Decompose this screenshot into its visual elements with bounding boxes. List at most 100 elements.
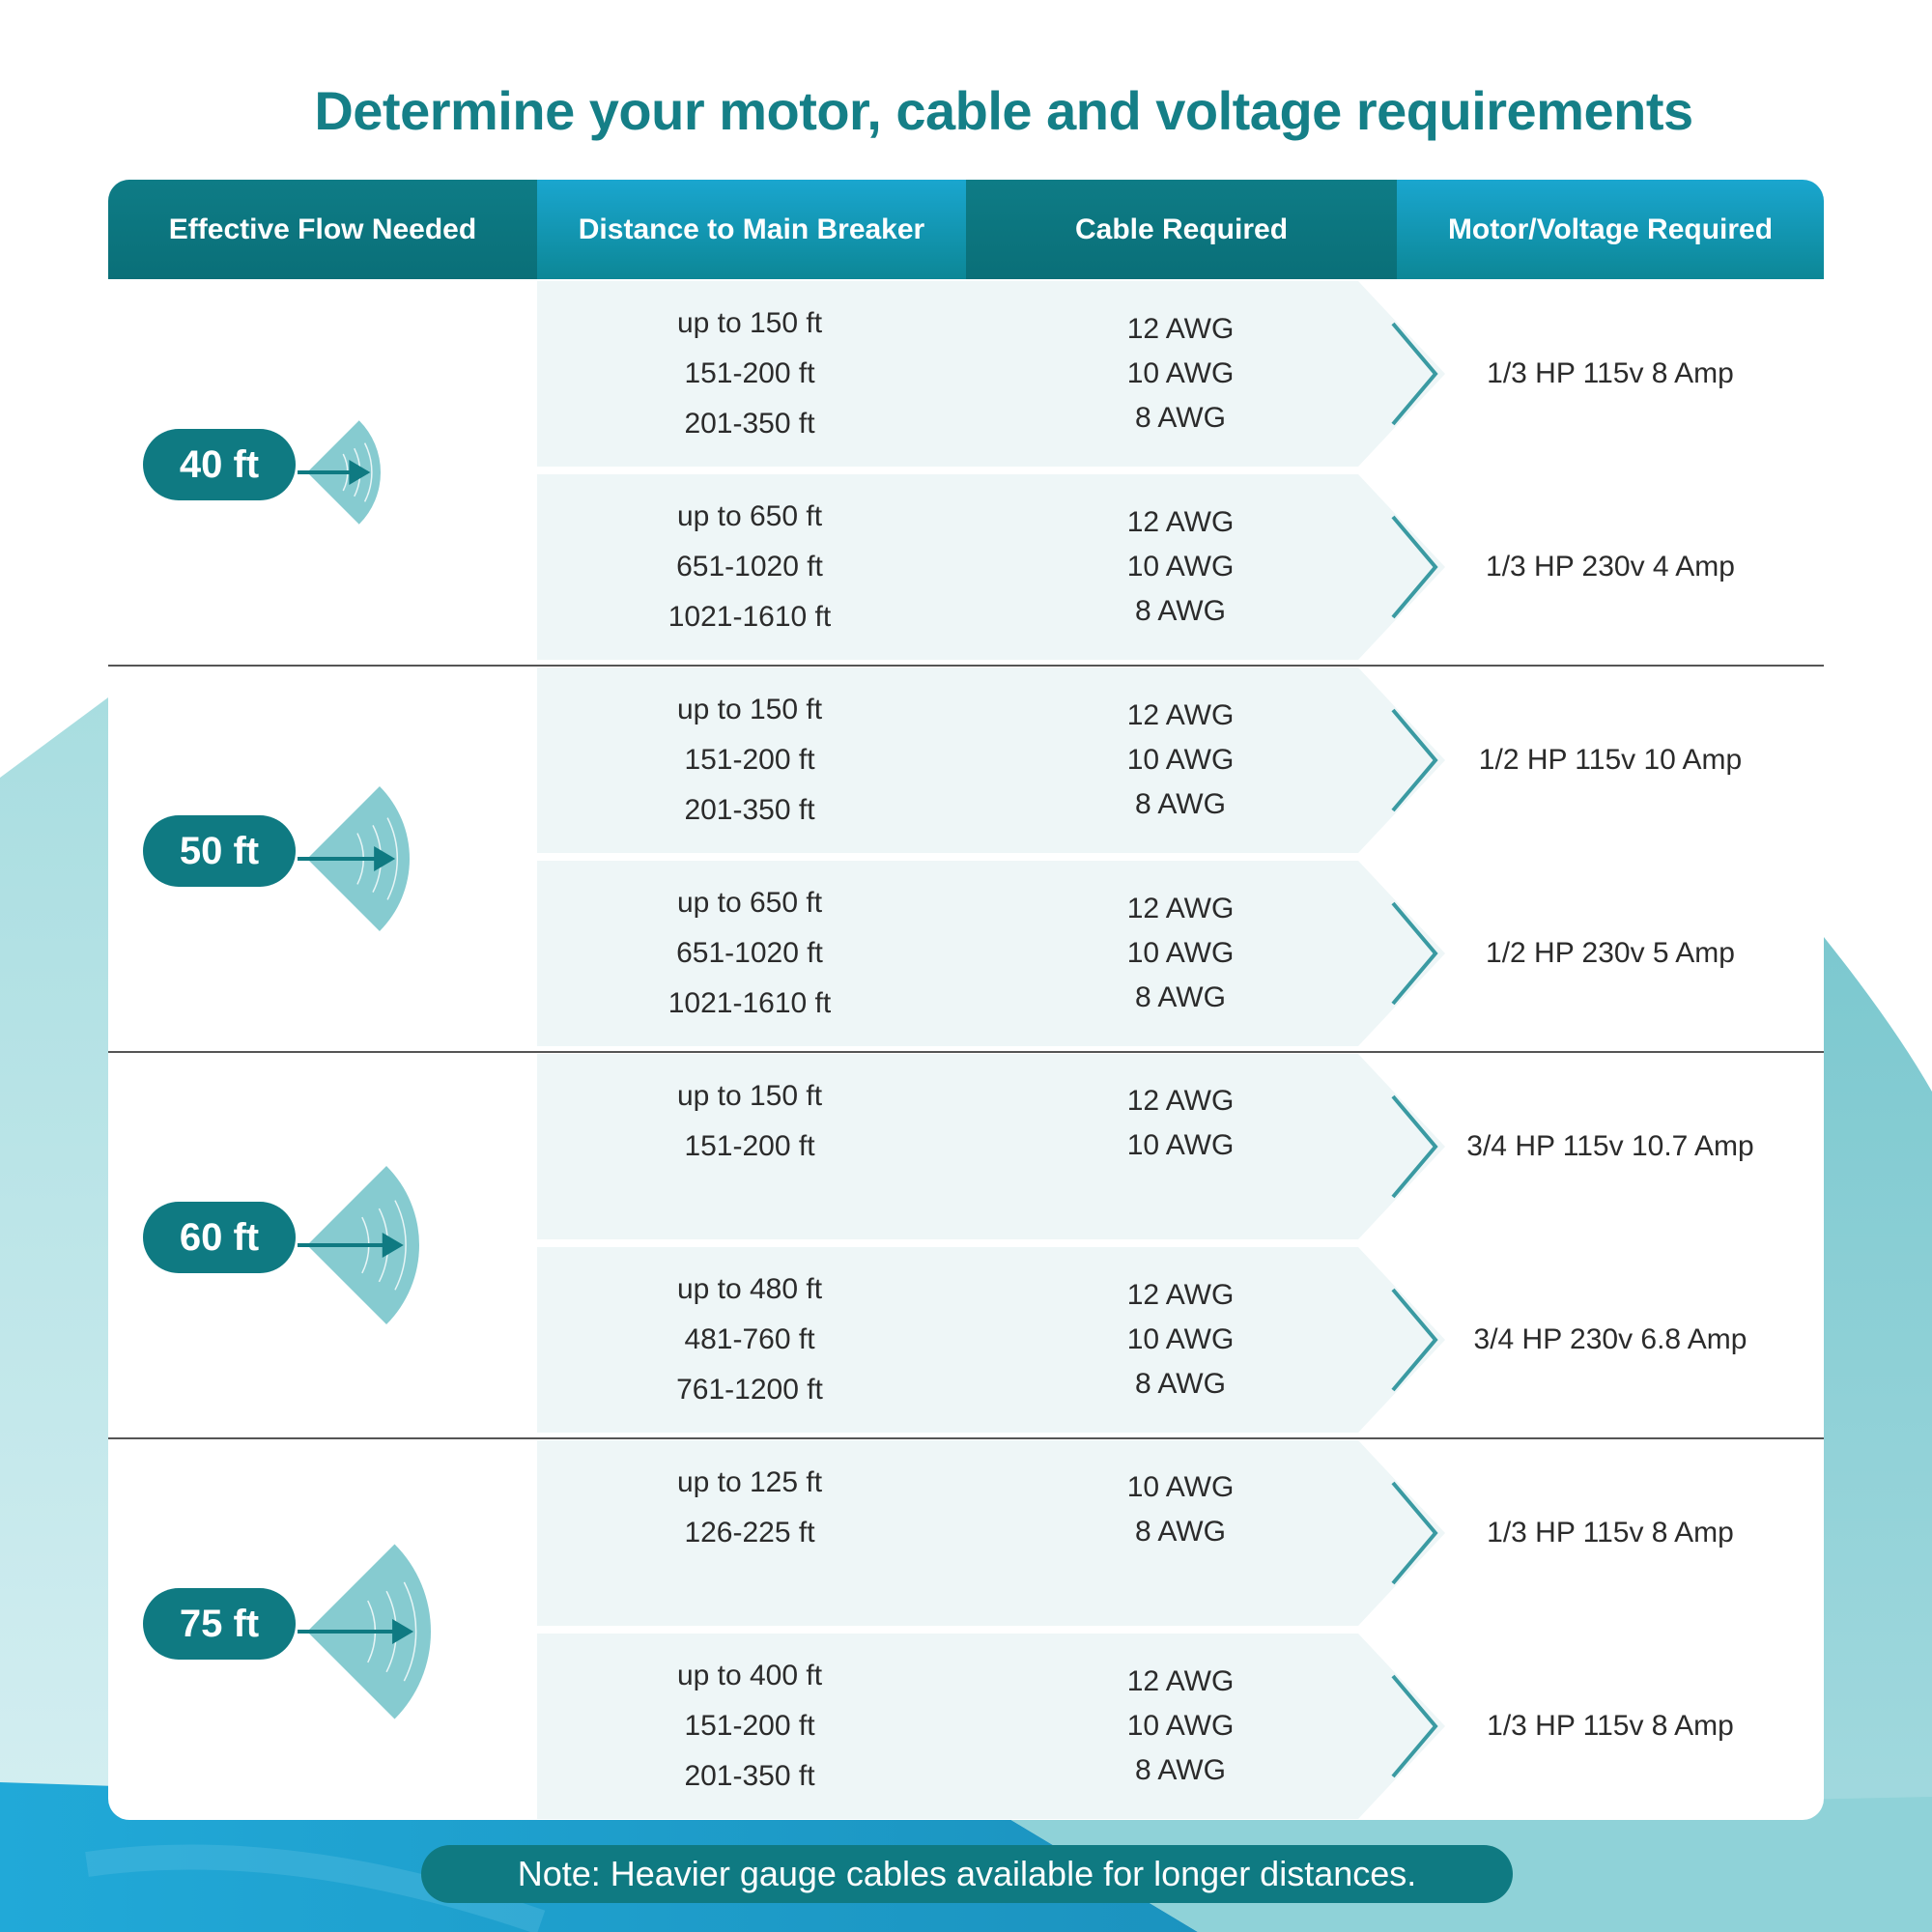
flow-cell: 60 ft: [108, 1052, 537, 1438]
cable-value: 10 AWG: [1126, 1710, 1235, 1742]
cable-value: 8 AWG: [1135, 1516, 1226, 1548]
header-motor-voltage: Motor/Voltage Required: [1397, 180, 1824, 279]
cable-cell: 12 AWG 10 AWG 8 AWG: [966, 861, 1395, 1046]
water-spray-fan-icon: [298, 1165, 419, 1325]
header-distance: Distance to Main Breaker: [537, 180, 966, 279]
distance-value: up to 480 ft: [676, 1273, 823, 1305]
distance-cell: up to 480 ft 481-760 ft 761-1200 ft: [537, 1247, 962, 1433]
flow-cell: 50 ft: [108, 666, 537, 1052]
distance-value: 201-350 ft: [684, 1760, 815, 1792]
table-row: up to 650 ft 651-1020 ft 1021-1610 ft 12 AW…: [537, 474, 1774, 660]
motor-voltage-cell: 1/3 HP 115v 8 Amp: [1487, 1710, 1734, 1742]
row-band: [537, 1054, 1445, 1239]
row-band: [537, 668, 1445, 853]
distance-value: up to 650 ft: [676, 887, 823, 919]
distance-value: 1021-1610 ft: [668, 601, 832, 633]
cable-value: 12 AWG: [1126, 1085, 1235, 1117]
table-row: up to 150 ft 151-200 ft 12 AWG 10 AWG 3/4 HP…: [537, 1054, 1774, 1239]
cable-cell: 10 AWG 8 AWG: [966, 1440, 1395, 1626]
cable-value: 12 AWG: [1126, 506, 1235, 538]
header-effective-flow: Effective Flow Needed: [108, 180, 537, 279]
cable-value: 10 AWG: [1126, 744, 1235, 776]
chevron-right-icon: [1391, 1674, 1438, 1778]
distance-value: 651-1020 ft: [676, 937, 823, 969]
chevron-right-icon: [1391, 1481, 1438, 1585]
distance-value: 151-200 ft: [684, 1710, 815, 1742]
distance-value: up to 150 ft: [676, 307, 823, 339]
cable-cell: 12 AWG 10 AWG 8 AWG: [966, 281, 1395, 467]
cable-value: 8 AWG: [1135, 1754, 1226, 1786]
cable-value: 8 AWG: [1135, 1368, 1226, 1400]
motor-voltage-cell: 1/2 HP 230v 5 Amp: [1486, 937, 1735, 969]
group-divider: [108, 1051, 1824, 1053]
cable-value: 8 AWG: [1135, 595, 1226, 627]
chevron-right-icon: [1391, 1094, 1438, 1199]
chevron-right-icon: [1391, 901, 1438, 1006]
flow-badge: 50 ft: [143, 815, 296, 887]
distance-value: 151-200 ft: [684, 744, 815, 776]
cable-value: 10 AWG: [1126, 551, 1235, 582]
cable-value: 8 AWG: [1135, 402, 1226, 434]
table-row: up to 480 ft 481-760 ft 761-1200 ft 12 AWG 1…: [537, 1247, 1774, 1433]
row-band: [537, 1634, 1445, 1819]
distance-value: up to 150 ft: [676, 1080, 823, 1112]
table-row: up to 150 ft 151-200 ft 201-350 ft 12 AWG 10…: [537, 668, 1774, 853]
cable-value: 12 AWG: [1126, 1279, 1235, 1311]
cable-value: 12 AWG: [1126, 1665, 1235, 1697]
distance-value: up to 125 ft: [676, 1466, 823, 1498]
distance-value: 201-350 ft: [684, 408, 815, 440]
chevron-right-icon: [1391, 515, 1438, 619]
flow-badge: 60 ft: [143, 1202, 296, 1273]
distance-cell: up to 650 ft 651-1020 ft 1021-1610 ft: [537, 474, 962, 660]
distance-cell: up to 150 ft 151-200 ft: [537, 1054, 962, 1239]
motor-voltage-cell: 3/4 HP 115v 10.7 Amp: [1466, 1130, 1754, 1162]
page-title: Determine your motor, cable and voltage …: [314, 80, 1693, 141]
cable-value: 10 AWG: [1126, 1323, 1235, 1355]
distance-value: 151-200 ft: [684, 1130, 815, 1162]
flow-badge: 75 ft: [143, 1588, 296, 1660]
distance-value: 201-350 ft: [684, 794, 815, 826]
distance-value: 126-225 ft: [684, 1517, 815, 1548]
distance-value: 1021-1610 ft: [668, 987, 832, 1019]
cable-value: 12 AWG: [1126, 313, 1235, 345]
distance-value: up to 650 ft: [676, 500, 823, 532]
cable-cell: 12 AWG 10 AWG: [966, 1054, 1395, 1239]
distance-cell: up to 400 ft 151-200 ft 201-350 ft: [537, 1634, 962, 1819]
table-row: up to 125 ft 126-225 ft 10 AWG 8 AWG 1/3 HP …: [537, 1440, 1774, 1626]
cable-value: 8 AWG: [1135, 788, 1226, 820]
cable-value: 10 AWG: [1126, 1129, 1235, 1161]
distance-cell: up to 650 ft 651-1020 ft 1021-1610 ft: [537, 861, 962, 1046]
motor-voltage-cell: 1/2 HP 115v 10 Amp: [1478, 744, 1743, 776]
water-spray-fan-icon: [298, 786, 410, 931]
flow-badge: 40 ft: [143, 429, 296, 500]
water-spray-fan-icon: [298, 1544, 431, 1719]
requirements-table: Effective Flow Needed Distance to Main B…: [108, 180, 1824, 1820]
chevron-right-icon: [1391, 322, 1438, 426]
table-row: up to 400 ft 151-200 ft 201-350 ft 12 AWG 10…: [537, 1634, 1774, 1819]
motor-voltage-cell: 1/3 HP 230v 4 Amp: [1486, 551, 1735, 582]
motor-voltage-cell: 1/3 HP 115v 8 Amp: [1487, 357, 1734, 389]
table-header: Effective Flow Needed Distance to Main B…: [108, 180, 1824, 279]
cable-cell: 12 AWG 10 AWG 8 AWG: [966, 668, 1395, 853]
row-band: [537, 861, 1445, 1046]
distance-cell: up to 125 ft 126-225 ft: [537, 1440, 962, 1626]
distance-value: up to 400 ft: [676, 1660, 823, 1691]
chevron-right-icon: [1391, 708, 1438, 812]
distance-cell: up to 150 ft 151-200 ft 201-350 ft: [537, 281, 962, 467]
table-row: up to 650 ft 651-1020 ft 1021-1610 ft 12 AW…: [537, 861, 1774, 1046]
row-band: [537, 281, 1445, 467]
footnote: Note: Heavier gauge cables available for…: [421, 1845, 1513, 1903]
cable-value: 10 AWG: [1126, 357, 1235, 389]
distance-value: 481-760 ft: [684, 1323, 815, 1355]
distance-value: 761-1200 ft: [676, 1374, 823, 1406]
flow-cell: 40 ft: [108, 279, 537, 666]
distance-value: up to 150 ft: [676, 694, 823, 725]
header-cable: Cable Required: [966, 180, 1397, 279]
distance-cell: up to 150 ft 151-200 ft 201-350 ft: [537, 668, 962, 853]
flow-cell: 75 ft: [108, 1438, 537, 1820]
cable-value: 12 AWG: [1126, 893, 1235, 924]
cable-value: 8 AWG: [1135, 981, 1226, 1013]
cable-cell: 12 AWG 10 AWG 8 AWG: [966, 474, 1395, 660]
cable-value: 10 AWG: [1126, 937, 1235, 969]
motor-voltage-cell: 3/4 HP 230v 6.8 Amp: [1473, 1323, 1747, 1355]
